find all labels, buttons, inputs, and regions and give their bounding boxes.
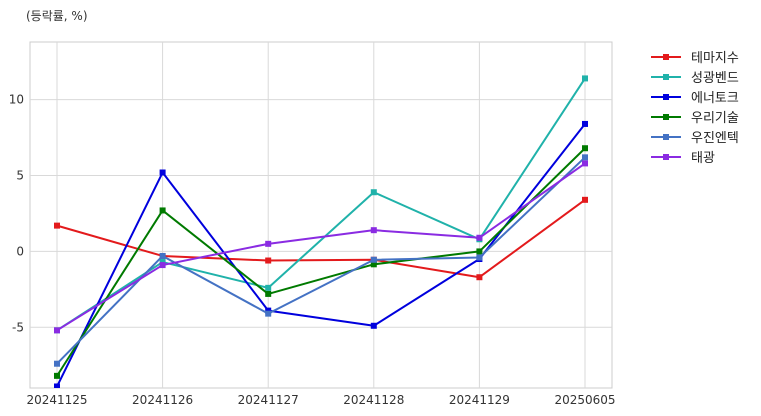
series-5-point <box>370 256 377 263</box>
y-tick-label: 0 <box>16 244 24 258</box>
series-4-point <box>582 145 588 152</box>
x-tick-label: 20241126 <box>132 393 193 407</box>
series-2-point <box>265 284 272 291</box>
series-1-point <box>476 274 483 281</box>
x-tick-label: 20241128 <box>343 393 404 407</box>
series-6-point <box>476 234 483 241</box>
legend-item-1: 테마지수 <box>651 51 739 66</box>
legend-item-4: 우리기술 <box>651 111 739 126</box>
series-1-point <box>265 257 272 264</box>
series-3-point <box>582 120 588 127</box>
series-4-line <box>56 147 586 377</box>
series-3-point <box>370 322 377 329</box>
series-6-line <box>56 162 586 332</box>
series-6-point <box>370 227 377 234</box>
legend-label: 우리기술 <box>691 111 739 126</box>
series-2-point <box>582 75 588 82</box>
series-2-point <box>370 189 377 196</box>
legend-label: 태광 <box>691 151 715 166</box>
series-3-line <box>56 123 586 387</box>
series-4-point <box>159 207 166 214</box>
legend-label: 우진엔텍 <box>691 131 739 146</box>
legend-label: 테마지수 <box>691 51 739 66</box>
series-4-point <box>370 261 377 268</box>
series-4-point <box>265 290 272 297</box>
legend-marker <box>663 154 669 160</box>
series-3-point <box>54 383 60 388</box>
y-tick-label: 5 <box>16 169 24 183</box>
series-6-point <box>582 160 588 167</box>
legend-item-5: 우진엔텍 <box>651 131 739 146</box>
series-5-point <box>582 154 588 161</box>
series-1-point <box>582 196 588 203</box>
legend-marker <box>663 134 669 140</box>
series-5-point <box>159 252 166 259</box>
plot-area: 20241125 20241126 20241127 20241128 20241129… <box>9 41 616 407</box>
legend-marker <box>663 74 669 80</box>
series-3-point <box>159 169 166 176</box>
series-1-line <box>56 199 586 279</box>
x-tick-label: 20250605 <box>554 393 615 407</box>
series-4-point <box>54 372 60 379</box>
series-1-point <box>54 222 60 229</box>
series-6-point <box>159 262 166 269</box>
series-6-point <box>54 327 60 334</box>
series-5-line <box>56 156 586 365</box>
legend-item-6: 태광 <box>651 151 715 166</box>
legend-item-2: 성광벤드 <box>651 71 739 86</box>
legend-marker <box>663 114 669 120</box>
legend-label: 성광벤드 <box>691 71 739 86</box>
x-tick-label: 20241125 <box>26 393 87 407</box>
y-axis-label: (등락률, %) <box>26 9 88 23</box>
x-tick-label: 20241127 <box>238 393 299 407</box>
series-5-point <box>54 360 60 367</box>
series-6-point <box>265 240 272 247</box>
legend-marker <box>663 94 669 100</box>
x-tick-label: 20241129 <box>449 393 510 407</box>
legend-label: 에너토크 <box>691 91 739 106</box>
series-2-point <box>159 259 166 266</box>
legend-item-3: 에너토크 <box>651 91 739 106</box>
series-group <box>54 75 588 388</box>
series-5-point <box>476 254 483 261</box>
series-3-point <box>265 307 272 314</box>
series-4-point <box>476 248 483 255</box>
y-tick-label: 10 <box>9 93 24 107</box>
series-5-point <box>265 310 272 317</box>
y-tick-label: -5 <box>12 320 24 334</box>
legend-marker <box>663 54 669 60</box>
